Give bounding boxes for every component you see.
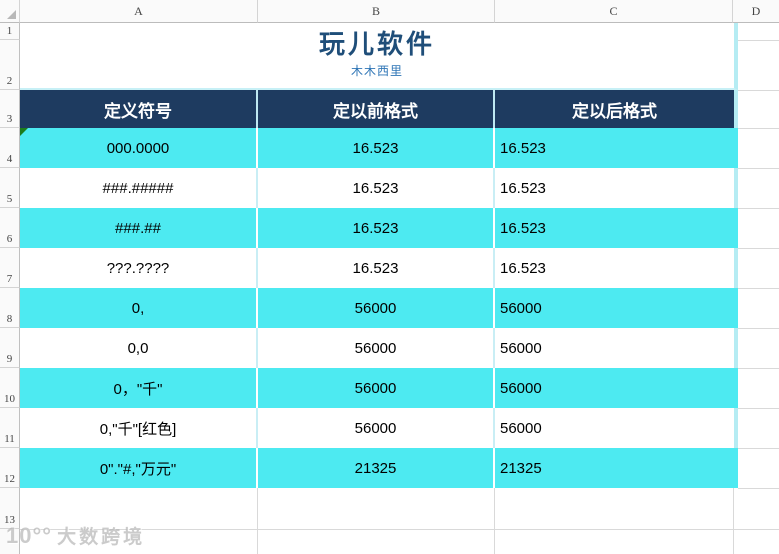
cell-after[interactable]: 56000 <box>495 408 738 448</box>
cell-after[interactable]: 21325 <box>495 448 738 488</box>
cell-before[interactable]: 56000 <box>258 368 495 408</box>
page-title: 玩儿软件 <box>318 29 435 59</box>
watermark-logo-icon: 10°° <box>6 522 53 548</box>
gridline <box>257 488 258 554</box>
table-row: ###.##### 16.523 16.523 <box>20 168 738 208</box>
gridline <box>738 448 779 449</box>
cell-after[interactable]: 56000 <box>495 288 738 328</box>
header-cell-symbol[interactable]: 定义符号 <box>20 90 258 128</box>
cell-symbol[interactable]: ###.## <box>20 208 258 248</box>
cell-before[interactable]: 16.523 <box>258 248 495 288</box>
cell-symbol[interactable]: 0"."#,"万元" <box>20 448 258 488</box>
row-header-9[interactable]: 9 <box>0 328 20 368</box>
row-header-11[interactable]: 11 <box>0 408 20 448</box>
table-row: ???.???? 16.523 16.523 <box>20 248 738 288</box>
gridline <box>738 248 779 249</box>
table-row: 0"."#,"万元" 21325 21325 <box>20 448 738 488</box>
header-cell-before[interactable]: 定以前格式 <box>258 90 495 128</box>
cell-before[interactable]: 56000 <box>258 288 495 328</box>
table-row: 000.0000 16.523 16.523 <box>20 128 738 168</box>
select-all-triangle-icon <box>7 10 16 19</box>
cell-before[interactable]: 16.523 <box>258 168 495 208</box>
row-header-4[interactable]: 4 <box>0 128 20 168</box>
row-header-13[interactable]: 13 <box>0 488 20 529</box>
gridline <box>494 488 495 554</box>
row-header-12[interactable]: 12 <box>0 448 20 488</box>
cell-before[interactable]: 16.523 <box>258 128 495 168</box>
cell-before[interactable]: 56000 <box>258 328 495 368</box>
row-header-7[interactable]: 7 <box>0 248 20 288</box>
gridline <box>738 288 779 289</box>
table-row: 0,0 56000 56000 <box>20 328 738 368</box>
cell-symbol[interactable]: 0，"千" <box>20 368 258 408</box>
cell-before[interactable]: 16.523 <box>258 208 495 248</box>
column-header-d[interactable]: D <box>733 0 779 23</box>
row-header-6[interactable]: 6 <box>0 208 20 248</box>
error-indicator-icon <box>20 128 28 136</box>
row-header-14[interactable] <box>0 529 20 554</box>
column-header-b[interactable]: B <box>258 0 495 23</box>
gridline <box>738 408 779 409</box>
cell-after[interactable]: 56000 <box>495 328 738 368</box>
table-header-row: 定义符号 定以前格式 定以后格式 <box>20 90 738 128</box>
cell-symbol[interactable]: ???.???? <box>20 248 258 288</box>
title-cell[interactable]: 玩儿软件 木木西里 <box>20 23 738 90</box>
gridline <box>738 208 779 209</box>
cell-symbol[interactable]: 0,"千"[红色] <box>20 408 258 448</box>
cell-symbol[interactable]: 000.0000 <box>20 128 258 168</box>
gridline <box>738 368 779 369</box>
watermark: 10°° 大数跨境 <box>6 522 145 549</box>
table-row: ###.## 16.523 16.523 <box>20 208 738 248</box>
table-row: 0, 56000 56000 <box>20 288 738 328</box>
cell-before[interactable]: 56000 <box>258 408 495 448</box>
select-all-corner[interactable] <box>0 0 20 23</box>
cell-after[interactable]: 16.523 <box>495 248 738 288</box>
cell-before[interactable]: 21325 <box>258 448 495 488</box>
cell-after[interactable]: 56000 <box>495 368 738 408</box>
row-header-8[interactable]: 8 <box>0 288 20 328</box>
gridline <box>738 90 779 91</box>
cell-symbol[interactable]: ###.##### <box>20 168 258 208</box>
cell-symbol[interactable]: 0,0 <box>20 328 258 368</box>
cell-after[interactable]: 16.523 <box>495 168 738 208</box>
gridline <box>738 128 779 129</box>
row-header-10[interactable]: 10 <box>0 368 20 408</box>
row-header-2[interactable]: 2 <box>0 40 20 90</box>
row-header-1[interactable]: 1 <box>0 23 20 40</box>
table-row: 0，"千" 56000 56000 <box>20 368 738 408</box>
cell-symbol[interactable]: 0, <box>20 288 258 328</box>
cell-after[interactable]: 16.523 <box>495 208 738 248</box>
table-row: 0,"千"[红色] 56000 56000 <box>20 408 738 448</box>
gridline <box>738 168 779 169</box>
gridline <box>738 40 779 41</box>
row-header-5[interactable]: 5 <box>0 168 20 208</box>
page-subtitle: 木木西里 <box>350 64 403 78</box>
gridline <box>738 328 779 329</box>
column-header-c[interactable]: C <box>495 0 733 23</box>
gridline <box>733 488 734 554</box>
watermark-text: 大数跨境 <box>57 527 146 548</box>
column-header-a[interactable]: A <box>20 0 258 23</box>
row-header-3[interactable]: 3 <box>0 90 20 128</box>
gridline <box>20 529 779 530</box>
gridline <box>738 488 779 489</box>
cell-after[interactable]: 16.523 <box>495 128 738 168</box>
header-cell-after[interactable]: 定以后格式 <box>495 90 738 128</box>
